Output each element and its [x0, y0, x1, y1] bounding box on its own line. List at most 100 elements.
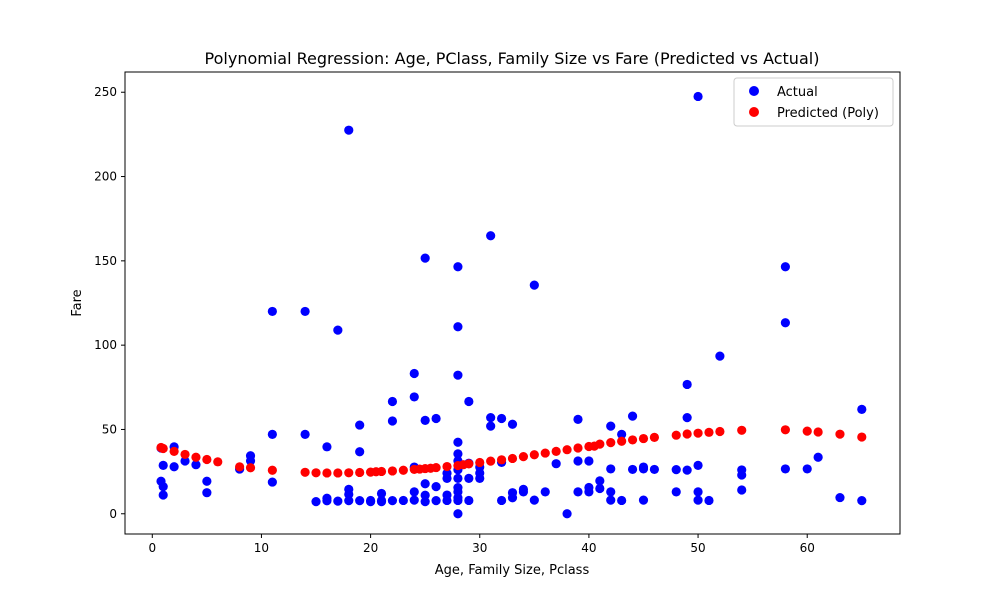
actual-point: [387, 396, 398, 407]
actual-point: [486, 413, 496, 423]
actual-point: [638, 495, 649, 505]
actual-point: [475, 473, 485, 483]
predicted-point: [464, 459, 474, 469]
actual-point: [409, 392, 419, 402]
predicted-point: [235, 462, 245, 472]
predicted-point: [475, 457, 485, 468]
actual-point: [584, 456, 594, 466]
actual-point: [617, 429, 627, 439]
actual-point: [693, 487, 703, 497]
actual-point: [431, 496, 441, 506]
legend-box: [733, 77, 894, 127]
actual-point: [355, 447, 365, 457]
actual-point: [693, 495, 703, 505]
actual-point: [606, 487, 616, 497]
actual-point: [507, 493, 518, 503]
actual-point: [715, 351, 725, 361]
predicted-point: [344, 468, 354, 478]
actual-point: [464, 396, 474, 407]
actual-point: [344, 489, 354, 499]
legend-marker-predicted: [749, 107, 759, 117]
y-axis-ticks: 0 50 100 150 200 250: [94, 85, 125, 521]
actual-point: [158, 482, 168, 492]
predicted-point: [442, 461, 452, 472]
predicted-point: [398, 465, 408, 475]
actual-point: [169, 462, 179, 472]
actual-point: [322, 442, 332, 452]
actual-point: [442, 468, 452, 478]
actual-point: [202, 476, 212, 486]
x-axis-ticks: 0 10 20 30 40 50 60: [148, 534, 815, 555]
actual-point: [693, 460, 703, 470]
actual-point: [333, 496, 343, 506]
actual-point: [617, 495, 627, 506]
actual-point: [453, 495, 463, 506]
predicted-point: [649, 432, 660, 442]
actual-point: [780, 318, 790, 328]
predicted-point: [518, 452, 529, 462]
actual-point: [420, 415, 430, 425]
predicted-point: [813, 427, 823, 437]
actual-point: [595, 476, 605, 486]
chart-title: Polynomial Regression: Age, PClass, Fami…: [205, 49, 820, 68]
actual-point: [245, 456, 256, 466]
actual-point: [606, 421, 616, 431]
x-tick-label: 0: [148, 541, 156, 555]
actual-point: [573, 414, 583, 424]
actual-point: [158, 460, 168, 470]
actual-point: [387, 416, 398, 426]
actual-point: [311, 497, 321, 507]
actual-point: [191, 460, 201, 470]
predicted-point: [704, 427, 714, 437]
actual-point: [453, 473, 463, 483]
actual-point: [453, 370, 463, 380]
actual-point: [355, 496, 365, 506]
actual-point: [606, 495, 616, 505]
actual-point: [813, 452, 823, 462]
actual-point: [202, 488, 212, 498]
predicted-point: [638, 433, 649, 444]
actual-point: [365, 495, 376, 506]
actual-point: [431, 482, 441, 492]
predicted-point: [835, 429, 845, 439]
actual-point: [464, 473, 474, 483]
actual-point: [835, 492, 845, 503]
actual-point: [682, 465, 692, 475]
predicted-point: [180, 449, 190, 460]
actual-point: [420, 490, 430, 500]
predicted-point: [333, 468, 343, 478]
actual-point: [737, 485, 747, 495]
predicted-point: [606, 438, 616, 448]
x-tick-label: 20: [363, 541, 378, 555]
predicted-point: [311, 468, 321, 478]
y-tick-label: 150: [94, 254, 117, 268]
actual-point: [518, 484, 529, 494]
actual-point: [486, 231, 496, 241]
actual-point: [409, 495, 419, 505]
actual-point: [507, 419, 518, 429]
actual-point: [453, 322, 463, 332]
predicted-point: [551, 446, 561, 456]
y-tick-label: 200: [94, 170, 117, 184]
actual-point: [496, 495, 507, 506]
actual-point: [387, 496, 398, 506]
predicted-point: [169, 446, 179, 456]
actual-point: [573, 456, 583, 466]
actual-point: [638, 462, 649, 472]
y-tick-label: 50: [102, 422, 117, 436]
actual-point: [551, 459, 561, 469]
predicted-point: [617, 436, 627, 446]
actual-point: [529, 280, 539, 290]
actual-point: [562, 509, 572, 519]
predicted-point: [431, 462, 441, 473]
actual-point: [496, 413, 507, 424]
actual-point: [376, 497, 387, 507]
legend-label-actual: Actual: [777, 85, 818, 100]
predicted-point: [802, 426, 812, 436]
actual-point: [158, 490, 168, 500]
predicted-point: [213, 457, 223, 467]
actual-point: [486, 421, 496, 431]
actual-point: [267, 306, 277, 317]
actual-point: [682, 413, 692, 423]
